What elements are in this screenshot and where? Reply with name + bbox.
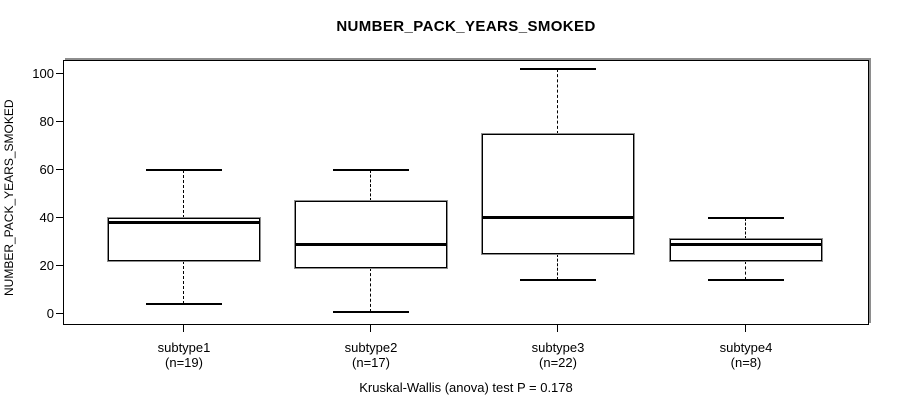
upper-whisker-line: [745, 217, 746, 240]
y-axis-tick: [56, 73, 63, 74]
chart-title: NUMBER_PACK_YEARS_SMOKED: [336, 18, 596, 35]
x-category-label: subtype4: [719, 340, 773, 355]
x-axis-tick: [183, 325, 184, 332]
lower-whisker-line: [183, 261, 184, 305]
y-axis-tick-label: 100: [32, 66, 54, 81]
median-line: [483, 216, 633, 220]
x-category-count: (n=8): [730, 355, 762, 370]
x-category-count: (n=19): [165, 355, 203, 370]
upper-whisker-line: [370, 169, 371, 201]
x-category-count: (n=22): [539, 355, 577, 370]
upper-whisker-cap: [333, 168, 409, 171]
y-axis-tick-label: 20: [39, 258, 54, 273]
lower-whisker-cap: [708, 279, 784, 282]
lower-whisker-cap: [333, 310, 409, 313]
upper-whisker-line: [557, 68, 558, 134]
median-line: [296, 242, 446, 246]
iqr-box: [107, 216, 261, 263]
median-line: [109, 221, 259, 225]
y-axis-tick: [56, 169, 63, 170]
plot-frame: [63, 60, 869, 325]
kruskal-wallis-caption: Kruskal-Wallis (anova) test P = 0.178: [359, 380, 573, 395]
x-axis-tick: [370, 325, 371, 332]
x-category-count: (n=17): [352, 355, 390, 370]
y-axis-tick: [56, 265, 63, 266]
lower-whisker-cap: [146, 303, 222, 306]
x-category-label: subtype2: [344, 340, 398, 355]
y-axis-tick-label: 0: [46, 306, 54, 321]
iqr-box: [481, 132, 635, 255]
x-axis-tick: [745, 325, 746, 332]
lower-whisker-cap: [520, 279, 596, 282]
upper-whisker-cap: [146, 168, 222, 171]
lower-whisker-line: [745, 261, 746, 281]
lower-whisker-line: [370, 268, 371, 312]
y-axis-tick: [56, 121, 63, 122]
y-axis-tick-label: 80: [39, 114, 54, 129]
x-category-label: subtype3: [531, 340, 585, 355]
x-category-label: subtype1: [157, 340, 211, 355]
upper-whisker-line: [183, 169, 184, 218]
y-axis-tick: [56, 313, 63, 314]
lower-whisker-line: [557, 253, 558, 281]
y-axis-tick-label: 60: [39, 162, 54, 177]
upper-whisker-cap: [520, 67, 596, 70]
y-axis-tick: [56, 217, 63, 218]
iqr-box: [294, 199, 448, 270]
median-line: [671, 242, 821, 246]
y-axis-tick-label: 40: [39, 210, 54, 225]
upper-whisker-cap: [708, 216, 784, 219]
x-axis-tick: [557, 325, 558, 332]
